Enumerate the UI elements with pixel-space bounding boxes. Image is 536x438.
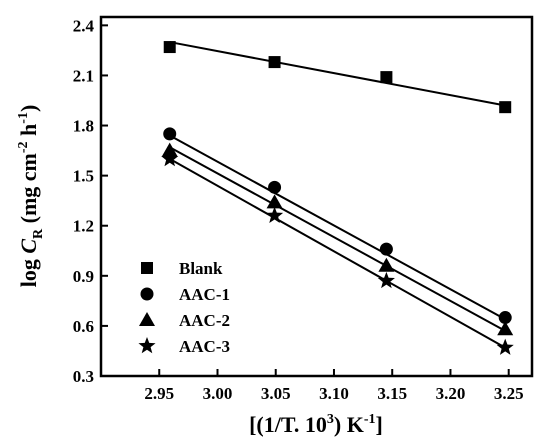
data-point-blank	[163, 41, 176, 54]
data-point-blank	[380, 71, 393, 84]
x-axis: 2.95 3.00 3.05 3.10 3.15 3.20 3.25	[144, 369, 524, 403]
data-point-aac-1	[379, 242, 393, 256]
x-tick-label: 3.15	[377, 384, 407, 403]
data-point-aac-1	[163, 127, 177, 141]
data-points	[161, 41, 514, 355]
y-tick-label: 1.2	[73, 217, 94, 236]
y-tick-label: 0.6	[73, 317, 94, 336]
fit-lines	[169, 41, 506, 349]
data-point-aac-2	[266, 194, 283, 209]
x-tick-label: 3.05	[261, 384, 291, 403]
x-tick-label: 3.10	[319, 384, 349, 403]
y-tick-label: 1.8	[73, 117, 94, 136]
fit-line-aac-2	[169, 146, 506, 332]
y-axis: 0.3 0.6 0.9 1.2 1.5 1.8 2.1 2.4	[73, 16, 108, 386]
data-point-aac-3	[496, 338, 514, 355]
y-axis-title: log CR (mg cm-2 h-1)	[16, 105, 46, 288]
legend-marker-aac-2	[139, 312, 155, 326]
plot-frame	[99, 15, 534, 378]
data-point-aac-2	[378, 257, 395, 272]
data-point-aac-3	[266, 206, 284, 223]
x-tick-label: 3.25	[494, 384, 524, 403]
fit-line-blank	[169, 41, 506, 107]
y-tick-label: 1.5	[73, 167, 94, 186]
legend-label-aac-3: AAC-3	[179, 337, 230, 356]
legend-label-aac-2: AAC-2	[179, 311, 230, 330]
y-tick-label: 0.9	[73, 267, 94, 286]
x-axis-title: [(1/T. 103) K-1]	[249, 412, 383, 437]
data-point-aac-3	[161, 149, 179, 167]
legend-label-aac-1: AAC-1	[179, 285, 230, 304]
y-tick-label: 0.3	[73, 367, 94, 386]
data-point-aac-2	[497, 321, 514, 336]
y-tick-label: 2.1	[73, 66, 94, 85]
x-tick-label: 2.95	[144, 384, 174, 403]
legend-marker-aac-3	[138, 337, 156, 354]
data-point-aac-3	[377, 271, 395, 289]
data-point-blank	[499, 101, 512, 114]
legend-marker-blank	[141, 262, 153, 274]
legend-label-blank: Blank	[179, 259, 223, 278]
fit-line-aac-1	[169, 134, 506, 321]
y-tick-label: 2.4	[73, 16, 95, 35]
data-point-aac-1	[498, 311, 512, 325]
data-point-blank	[268, 56, 281, 69]
x-tick-label: 3.00	[203, 384, 233, 403]
legend-marker-aac-1	[140, 287, 154, 301]
x-tick-label: 3.20	[436, 384, 466, 403]
fit-line-aac-3	[169, 158, 506, 349]
data-point-aac-1	[268, 180, 282, 194]
legend: Blank AAC-1 AAC-2 AAC-3	[138, 259, 230, 356]
data-point-aac-2	[161, 142, 178, 157]
